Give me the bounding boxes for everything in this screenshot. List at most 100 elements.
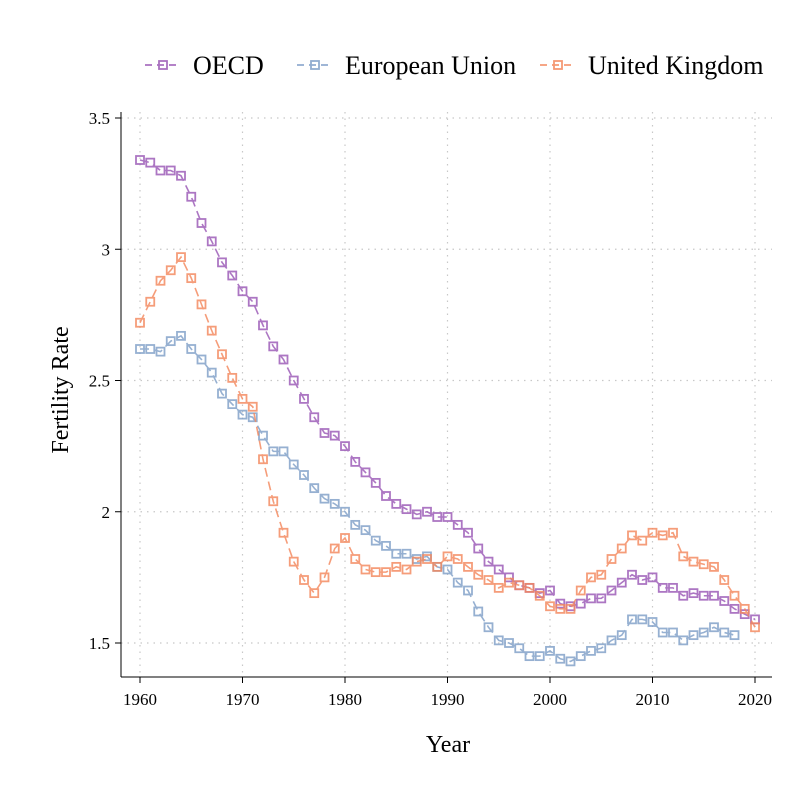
legend-label: United Kingdom (588, 51, 764, 80)
data-point (401, 564, 412, 575)
data-point (258, 430, 268, 441)
data-point (442, 512, 453, 522)
x-tick-label: 2000 (533, 690, 567, 709)
data-point (268, 446, 279, 457)
y-axis-title: Fertility Rate (48, 326, 74, 453)
data-point (678, 590, 689, 601)
data-point (165, 165, 176, 176)
x-tick-label: 2020 (738, 690, 772, 709)
legend-item-united-kingdom (540, 60, 576, 70)
data-point (206, 236, 217, 247)
data-point (719, 575, 730, 585)
data-point (657, 627, 668, 638)
data-point (473, 569, 484, 580)
data-point (729, 603, 740, 614)
data-point (616, 543, 627, 554)
data-point (176, 330, 186, 341)
data-point (206, 325, 217, 336)
data-point (360, 564, 371, 575)
data-point (575, 598, 586, 609)
data-point (176, 252, 186, 263)
data-point (309, 588, 320, 599)
data-point (668, 582, 678, 593)
legend-item-oecd (145, 60, 181, 70)
data-point (227, 399, 238, 410)
data-point (534, 651, 545, 662)
data-point (750, 622, 760, 633)
data-point (647, 527, 658, 538)
data-point (196, 299, 207, 310)
data-point (299, 393, 309, 404)
data-point (606, 585, 617, 596)
data-point (155, 165, 166, 176)
data-point (586, 572, 596, 583)
data-point (237, 393, 248, 404)
data-point (504, 572, 514, 583)
data-point (688, 588, 699, 599)
data-point (729, 630, 740, 641)
legend-marker (310, 60, 320, 70)
data-point (278, 354, 289, 365)
data-point (596, 593, 607, 604)
data-point (278, 446, 289, 457)
data-point (391, 498, 402, 509)
data-point (319, 493, 330, 504)
data-point (391, 561, 402, 572)
data-point (719, 627, 730, 638)
data-point (145, 344, 156, 354)
data-point (370, 535, 381, 546)
data-point (329, 498, 340, 509)
data-point (145, 157, 156, 168)
data-point (606, 554, 617, 564)
data-point (411, 556, 422, 567)
axes: 1.5 2 2.5 3 3.5 1960 1970 1980 1990 2000 2010 2020 (89, 109, 772, 709)
data-point (709, 561, 719, 572)
data-point (524, 582, 535, 593)
data-point (698, 627, 709, 638)
data-point (504, 577, 514, 588)
data-point (401, 548, 412, 559)
data-point (381, 540, 391, 551)
data-point (637, 535, 648, 546)
y-tick-label: 2.5 (89, 372, 110, 391)
data-point (411, 509, 422, 520)
data-point (309, 412, 320, 423)
data-point (350, 456, 361, 467)
grid-lines (121, 112, 772, 677)
data-point (668, 527, 678, 538)
data-point (268, 496, 279, 507)
data-point (709, 590, 719, 601)
data-point (288, 556, 299, 567)
data-point (719, 596, 730, 606)
data-point (186, 191, 197, 202)
data-point (360, 525, 371, 536)
data-point (145, 296, 156, 307)
data-point (165, 336, 176, 347)
data-point (360, 467, 371, 478)
data-point (442, 551, 453, 562)
data-point (483, 575, 494, 585)
data-point (514, 580, 525, 591)
data-point (196, 218, 207, 228)
data-point (340, 441, 350, 452)
data-point (637, 575, 648, 585)
data-point (247, 412, 258, 423)
data-point (206, 367, 217, 378)
data-point (186, 344, 197, 354)
data-point (176, 170, 186, 181)
data-point (606, 635, 617, 646)
data-point (319, 428, 330, 438)
data-point (288, 459, 299, 470)
data-point (514, 643, 525, 654)
data-point (657, 530, 668, 541)
data-point (247, 296, 258, 307)
data-point (616, 577, 627, 588)
data-point (422, 506, 432, 517)
series-oecd (135, 155, 760, 625)
data-point (452, 519, 463, 530)
data-point (452, 577, 463, 588)
y-tick-label: 3.5 (89, 109, 110, 128)
data-point (637, 614, 648, 625)
data-point (575, 651, 586, 662)
data-point (186, 273, 197, 284)
